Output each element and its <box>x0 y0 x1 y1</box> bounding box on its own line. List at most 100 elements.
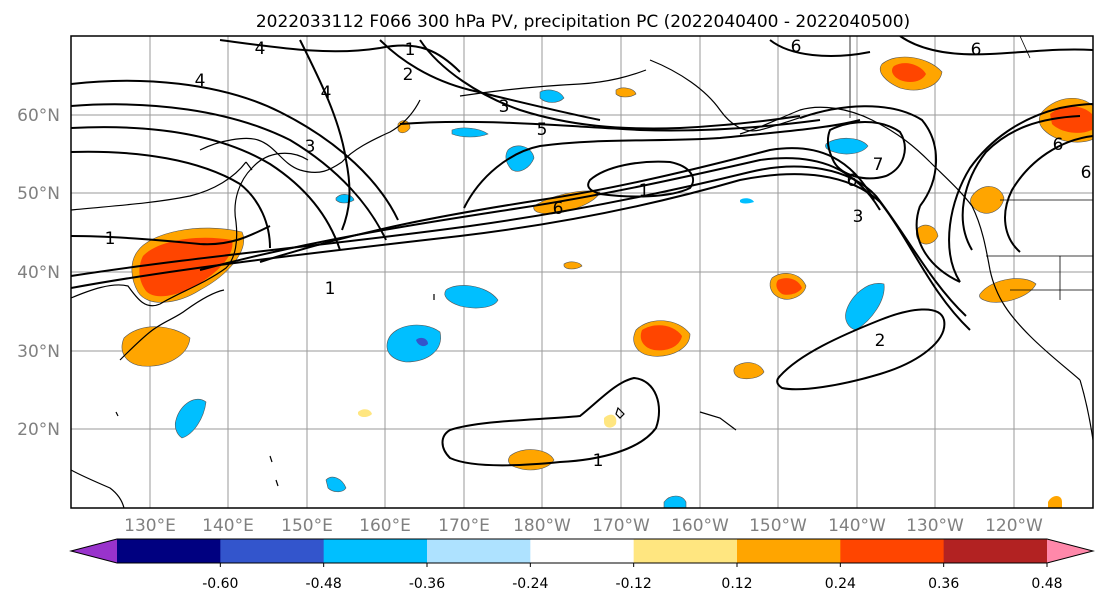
colorbar-extend-min <box>71 539 117 563</box>
pv-contour-6-north <box>769 39 871 57</box>
lon-label: 170°W <box>592 516 650 536</box>
lon-label: 130°W <box>906 516 964 536</box>
precip-positive-core <box>892 63 926 82</box>
precip-positive-core <box>640 325 682 351</box>
precip-negative-region <box>451 127 489 138</box>
pv-contour-2-subtropical <box>776 308 946 391</box>
pv-contour-1-subtropical <box>441 376 660 467</box>
colorbar-tick-label: -0.36 <box>409 576 445 592</box>
contour-label: 3 <box>499 97 510 117</box>
contour-label: 4 <box>321 83 332 103</box>
pv-contour-6-alaska <box>799 105 938 207</box>
contour-label: 1 <box>639 181 650 201</box>
okhotsk-coastline <box>199 137 343 174</box>
pv-contour-3-west <box>71 103 387 241</box>
colorbar-segment <box>323 539 428 563</box>
precip-negative-region <box>740 198 754 204</box>
pv-contour-3-alaska <box>915 205 961 283</box>
colorbar-tick-label: -0.48 <box>306 576 342 592</box>
precip-negative-core <box>416 337 428 347</box>
pv-contour-2-north <box>379 39 601 121</box>
contour-label: 6 <box>847 171 858 191</box>
figure-title: 2022033112 F066 300 hPa PV, precipitatio… <box>256 12 910 32</box>
colorbar-tick-label: 0.36 <box>928 576 959 592</box>
contour-label: 2 <box>403 65 414 85</box>
colorbar-segment <box>220 539 325 563</box>
colorbar-segment <box>117 539 221 563</box>
pv-contour-4 <box>259 147 875 263</box>
island <box>245 161 253 171</box>
precip-positive-region <box>121 326 191 367</box>
pv-contour-4-west <box>71 79 399 221</box>
contour-label: 6 <box>1081 163 1092 183</box>
colorbar-segment <box>737 539 841 563</box>
colorbar-tick-label: 0.12 <box>721 576 752 592</box>
precip-negative-region <box>444 285 499 309</box>
lat-label-20n: 20°N <box>17 420 60 440</box>
lon-label: 150°W <box>749 516 807 536</box>
contour-label: 6 <box>1053 135 1064 155</box>
pv-contour-2-west <box>71 150 271 249</box>
pv-contour-2 <box>71 165 967 317</box>
contour-label: 1 <box>405 40 416 60</box>
us-state-borders <box>986 255 1093 300</box>
precip-negative-region <box>845 283 885 331</box>
map-frame <box>70 35 1094 509</box>
colorbar-extend-max <box>1047 539 1093 563</box>
colorbar-outline <box>69 538 1095 564</box>
pv-contour-4b <box>299 39 351 231</box>
japan-coastline <box>119 289 225 361</box>
lon-label: 160°E <box>359 516 411 536</box>
lon-label: 160°W <box>671 516 729 536</box>
kamchatka-coastline <box>341 99 421 163</box>
colorbar-tick-label: 0.48 <box>1031 576 1062 592</box>
lon-label: 170°E <box>438 516 490 536</box>
lat-label-60n: 60°N <box>17 106 60 126</box>
contour-label: 6 <box>553 199 564 219</box>
colorbar-segments <box>71 539 1093 563</box>
mexico-coastline <box>1079 379 1093 441</box>
colorbar-segment <box>633 539 738 563</box>
pv-contour-1-west <box>71 225 271 246</box>
lon-label: 120°W <box>985 516 1043 536</box>
precip-positive-region <box>915 224 939 245</box>
island <box>269 455 279 487</box>
contour-label: 5 <box>537 120 548 140</box>
pv-contour-3b-west <box>71 126 341 251</box>
pv-contour-7-closed <box>587 160 695 198</box>
southeast-asia-coastline <box>71 469 125 508</box>
precip-negative-region <box>325 476 347 493</box>
lon-label: 150°E <box>281 516 333 536</box>
contour-label: 1 <box>325 279 336 299</box>
lat-label-30n: 30°N <box>17 342 60 362</box>
islands <box>115 161 737 487</box>
precip-positive-core <box>1050 106 1092 133</box>
pv-contour-5 <box>399 119 821 132</box>
pv-contour-labels: 4 1 6 6 4 2 4 3 3 5 1 6 1 7 6 3 6 6 1 2 <box>105 37 1092 471</box>
precip-positive-core <box>776 278 802 295</box>
island <box>615 406 625 419</box>
hawaii-islands <box>699 411 737 431</box>
lat-label-50n: 50°N <box>17 184 60 204</box>
colorbar-tick-label: -0.60 <box>202 576 238 592</box>
colorbar: -0.60 -0.48 -0.36 -0.24 -0.12 0.12 0.24 0.36 0.4… <box>69 538 1095 592</box>
lon-label: 130°E <box>124 516 176 536</box>
contour-label: 1 <box>593 451 604 471</box>
colorbar-tick-label: -0.24 <box>512 576 548 592</box>
contour-label: 4 <box>195 71 206 91</box>
pv-contour-trough-east-3 <box>1004 135 1093 253</box>
contour-label: 2 <box>875 331 886 351</box>
island <box>115 411 119 417</box>
colorbar-tick-label: 0.24 <box>825 576 856 592</box>
contour-label: 7 <box>873 155 884 175</box>
pv-contour-6-north-east <box>899 36 1093 56</box>
precip-positive-core <box>139 237 233 297</box>
colorbar-segment <box>943 539 1048 563</box>
latitude-labels: 60°N 50°N 40°N 30°N 20°N <box>17 106 60 440</box>
precip-positive-region <box>604 414 617 428</box>
precip-negative-region <box>174 398 207 439</box>
lon-label: 180°W <box>513 516 571 536</box>
contour-label: 1 <box>105 229 116 249</box>
longitude-labels: 130°E 140°E 150°E 160°E 170°E 180°W 170°… <box>124 516 1043 536</box>
